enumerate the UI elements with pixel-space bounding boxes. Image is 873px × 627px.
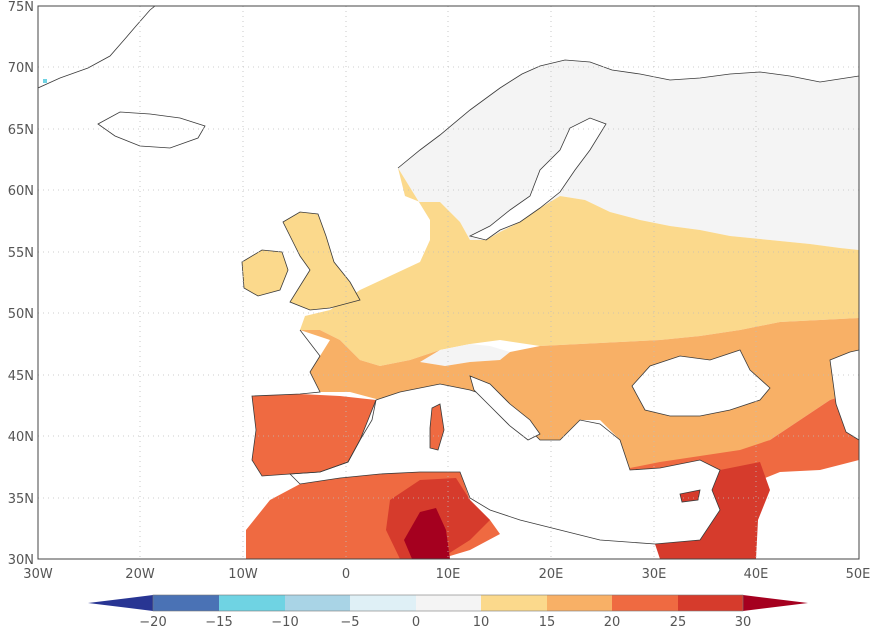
sea-black: [631, 349, 771, 417]
corsica-sardinia: [429, 403, 445, 451]
lat-label: 50N: [8, 307, 34, 322]
lat-label: 65N: [8, 123, 34, 138]
legend-label: 20: [604, 615, 621, 627]
region-warm: [300, 318, 859, 470]
latitude-labels: 75N 70N 65N 60N 55N 50N 45N 40N 35N 30N: [8, 0, 34, 568]
legend-swatch: [481, 595, 547, 611]
region-britain: [283, 212, 360, 310]
lon-label: 30E: [642, 567, 667, 582]
longitude-labels: 30W 20W 10W 0 10E 20E 30E 40E 50E: [23, 567, 870, 582]
sea-baltic: [468, 117, 607, 241]
lon-label: 50E: [846, 567, 871, 582]
lat-label: 40N: [8, 430, 34, 445]
legend-label: −15: [205, 615, 232, 627]
lat-label: 45N: [8, 369, 34, 384]
sea-adriatic: [469, 375, 541, 441]
iceland-outline: [97, 111, 206, 149]
legend-swatch: [678, 595, 743, 611]
lon-label: 10W: [228, 567, 258, 582]
lon-label: 10E: [436, 567, 461, 582]
legend-swatch: [350, 595, 416, 611]
europe-coastline: [397, 59, 859, 169]
legend-swatch: [285, 595, 350, 611]
lon-label: 0: [342, 567, 350, 582]
legend-swatch: [547, 595, 612, 611]
region-tunisia-extreme: [404, 508, 450, 559]
legend-label: 10: [473, 615, 490, 627]
lon-label: 30W: [23, 567, 53, 582]
legend-arrow-low: [88, 595, 153, 611]
lat-label: 30N: [8, 553, 34, 568]
color-legend: −20 −15 −10 −5 0 10 15 20 25 30: [88, 594, 808, 627]
lon-label: 40E: [744, 567, 769, 582]
legend-swatch: [219, 595, 285, 611]
legend-label: 15: [539, 615, 556, 627]
british-coastline: [241, 211, 361, 311]
map-plot-area: [38, 6, 859, 559]
legend-label: −10: [271, 615, 298, 627]
region-north-cold: [398, 60, 859, 250]
legend-label: 0: [412, 615, 420, 627]
iberia-coastline: [251, 329, 377, 477]
legend-arrow-high: [743, 595, 808, 611]
legend-swatch: [416, 595, 481, 611]
lat-label: 35N: [8, 492, 34, 507]
map-frame: [37, 5, 860, 560]
region-levant-hot: [655, 462, 770, 559]
legend-swatch: [153, 595, 219, 611]
lon-label: 20W: [125, 567, 155, 582]
graticule: [38, 6, 859, 559]
legend-label: −20: [139, 615, 166, 627]
cyprus: [679, 489, 701, 503]
region-alps: [420, 344, 510, 366]
greenland-outline: [38, 6, 156, 89]
legend-label: 25: [670, 615, 687, 627]
lat-label: 60N: [8, 184, 34, 199]
region-temperate: [300, 168, 859, 366]
greenland-cold-cell: [43, 79, 47, 83]
legend-label: 30: [735, 615, 752, 627]
lat-label: 75N: [8, 0, 34, 15]
lon-label: 20E: [539, 567, 564, 582]
region-iberia: [252, 394, 376, 476]
lat-label: 70N: [8, 61, 34, 76]
region-ireland: [242, 250, 288, 296]
legend-label: −5: [340, 615, 359, 627]
legend-swatch: [612, 595, 678, 611]
sea-caspian: [829, 349, 859, 441]
lat-label: 55N: [8, 246, 34, 261]
